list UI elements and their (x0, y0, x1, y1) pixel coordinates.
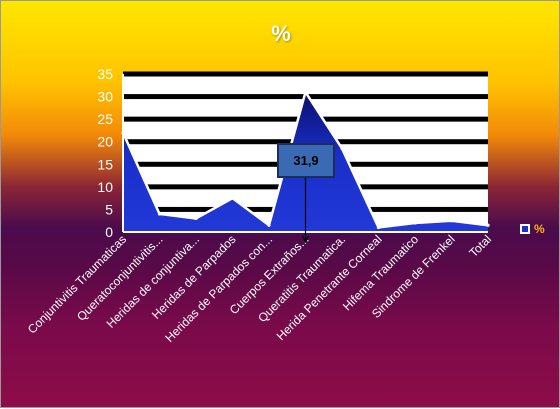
data-point (449, 219, 454, 223)
y-tick-label: 10 (97, 179, 113, 195)
data-point (303, 90, 308, 94)
data-point (230, 196, 235, 200)
annotation-box (277, 143, 335, 178)
y-tick-label: 25 (97, 111, 113, 127)
legend-label: % (534, 222, 545, 236)
y-tick-label: 30 (97, 89, 113, 105)
y-tick-label: 15 (97, 156, 113, 172)
y-tick-label: 0 (105, 224, 113, 240)
y-tick-label: 20 (97, 134, 113, 150)
y-tick-label: 5 (105, 201, 113, 217)
chart-title: % (271, 21, 291, 46)
data-point (340, 146, 344, 151)
data-point (194, 216, 198, 221)
data-point (267, 223, 271, 227)
x-tick-label: Total (466, 232, 494, 260)
data-point (486, 223, 490, 227)
legend-swatch (520, 224, 530, 234)
gridline (123, 71, 488, 77)
data-point (413, 221, 417, 225)
y-tick-label: 35 (97, 66, 113, 82)
legend: % (520, 222, 545, 236)
annotation-arrowhead (301, 235, 310, 244)
data-point (376, 225, 381, 230)
data-point (157, 212, 162, 216)
annotation-label: 31,9 (293, 153, 318, 168)
